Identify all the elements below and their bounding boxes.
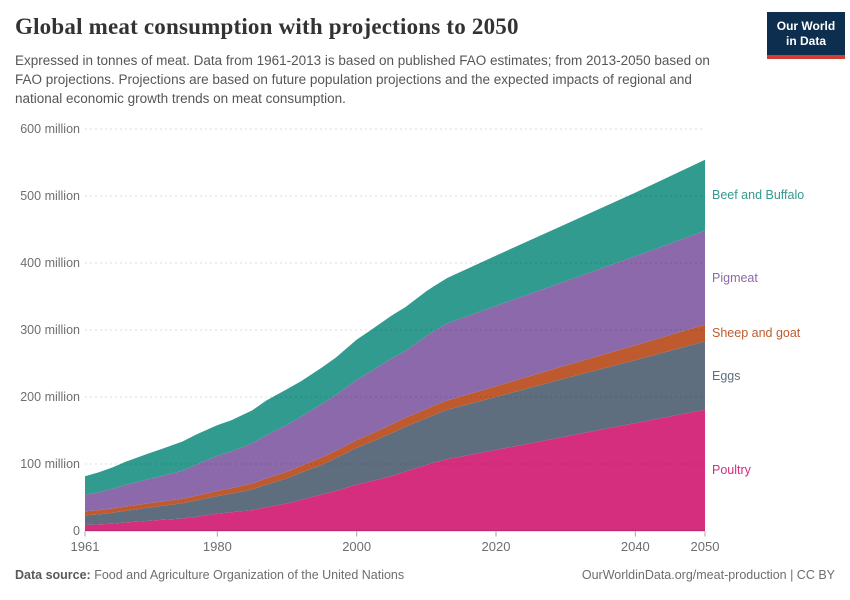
owid-link[interactable]: OurWorldinData.org/meat-production | CC … (581, 568, 835, 582)
y-axis-label-300: 300 million (20, 323, 80, 337)
x-axis-label-2020: 2020 (481, 539, 511, 554)
area-eggs[interactable] (85, 341, 705, 525)
x-axis-label-2040: 2040 (620, 539, 650, 554)
owid-logo-line1: Our World (776, 19, 836, 33)
legend-label-beef-and-buffalo[interactable]: Beef and Buffalo (712, 188, 805, 203)
legend-label-pigmeat[interactable]: Pigmeat (712, 270, 758, 285)
area-sheep-and-goat[interactable] (85, 324, 705, 516)
legend-label-sheep-and-goat[interactable]: Sheep and goat (712, 326, 801, 340)
area-pigmeat[interactable] (85, 230, 705, 512)
x-axis-label-1980: 1980 (202, 539, 232, 554)
x-axis-label-1961: 1961 (70, 539, 100, 554)
data-source-label: Data source: (15, 568, 91, 582)
y-axis-label-100: 100 million (20, 457, 80, 471)
x-axis-label-2050: 2050 (690, 539, 720, 554)
y-axis-label-600: 600 million (20, 122, 80, 136)
y-axis-label-500: 500 million (20, 189, 80, 203)
chart-subtitle: Expressed in tonnes of meat. Data from 1… (15, 53, 710, 106)
y-axis-label-0: 0 (73, 524, 80, 538)
owid-logo-line2: in Data (785, 34, 826, 48)
legend-label-eggs[interactable]: Eggs (712, 368, 741, 383)
x-axis-label-2000: 2000 (342, 539, 372, 554)
data-source-value: Food and Agriculture Organization of the… (94, 568, 405, 582)
y-axis-label-200: 200 million (20, 390, 80, 404)
area-beef-and-buffalo[interactable] (85, 159, 705, 495)
chart-title: Global meat consumption with projections… (15, 14, 519, 39)
owid-logo[interactable]: Our World in Data (767, 12, 845, 59)
area-poultry[interactable] (85, 409, 705, 531)
legend-label-poultry[interactable]: Poultry (712, 463, 751, 478)
data-source: Data source: Food and Agriculture Organi… (15, 568, 404, 582)
y-axis-label-400: 400 million (20, 256, 80, 270)
